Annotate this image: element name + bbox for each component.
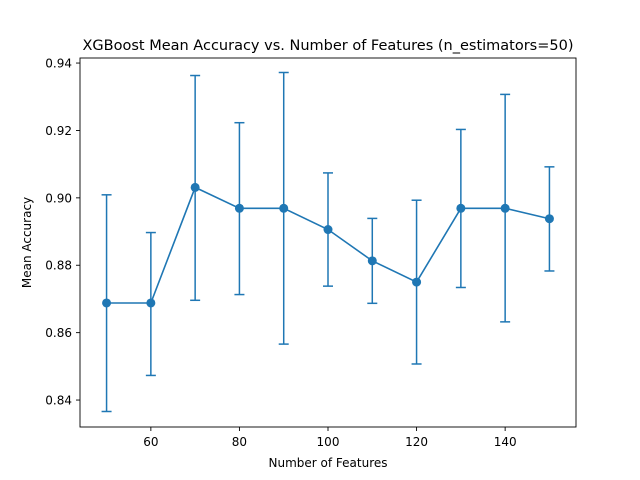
x-axis: 60 80 100 120 140	[143, 427, 517, 449]
data-point	[500, 203, 510, 213]
y-tick-label: 0.94	[45, 57, 72, 71]
y-tick-label: 0.92	[45, 124, 72, 138]
data-point	[323, 225, 333, 235]
series-layer	[101, 71, 555, 413]
y-tick-label: 0.88	[45, 259, 72, 273]
y-tick-label: 0.90	[45, 191, 72, 205]
x-tick-label: 80	[232, 435, 247, 449]
data-point	[367, 256, 377, 266]
data-point	[190, 182, 200, 192]
data-point	[279, 203, 289, 213]
x-tick-label: 60	[143, 435, 158, 449]
data-point	[544, 214, 554, 224]
x-axis-label: Number of Features	[269, 456, 388, 470]
x-tick-label: 120	[405, 435, 428, 449]
x-tick-label: 140	[494, 435, 517, 449]
data-point	[412, 277, 422, 287]
x-tick-label: 100	[317, 435, 340, 449]
y-axis-label: Mean Accuracy	[20, 197, 34, 288]
data-point	[146, 298, 156, 308]
data-point	[102, 298, 112, 308]
y-axis: 0.84 0.86 0.88 0.90 0.92 0.94	[45, 57, 80, 408]
data-point	[456, 203, 466, 213]
y-tick-label: 0.84	[45, 394, 72, 408]
chart-title: XGBoost Mean Accuracy vs. Number of Feat…	[82, 38, 573, 54]
y-tick-label: 0.86	[45, 326, 72, 340]
data-point	[234, 203, 244, 213]
